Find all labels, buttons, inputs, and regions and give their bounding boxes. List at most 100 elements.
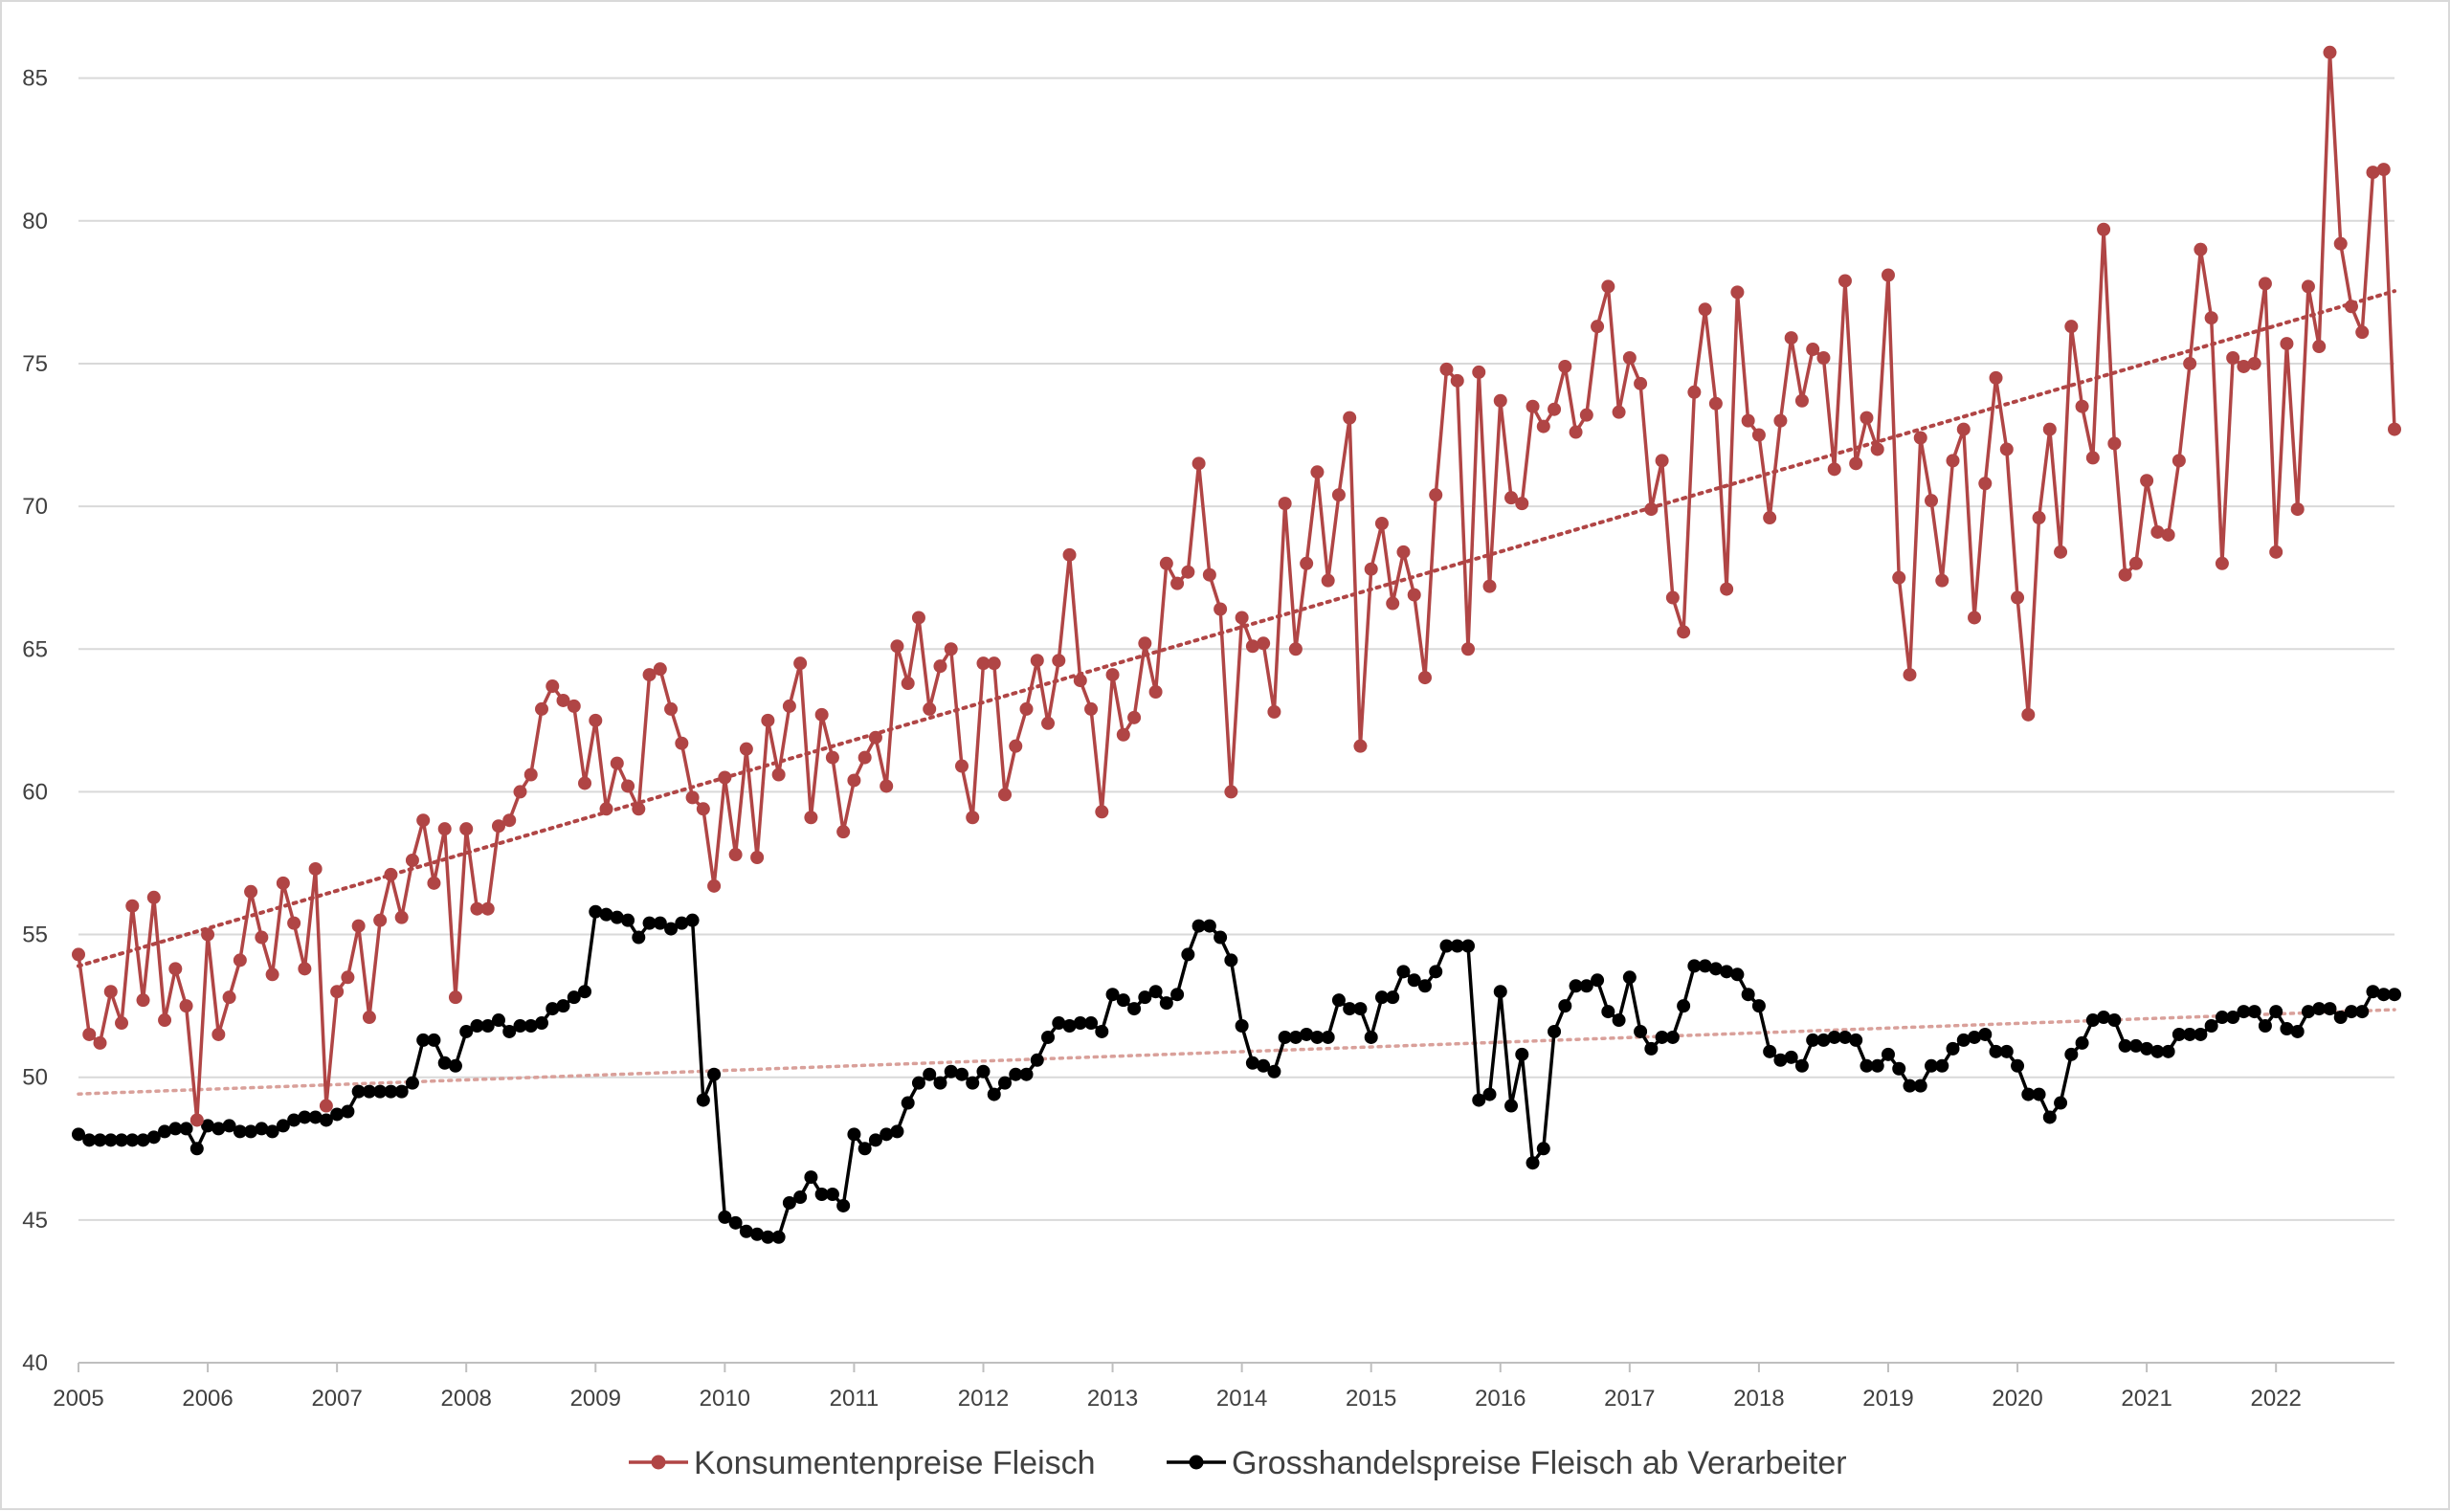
data-point (2290, 1024, 2305, 1038)
data-point (761, 1230, 775, 1244)
data-point (1450, 939, 1464, 953)
data-point (1773, 1053, 1788, 1067)
data-point (1181, 947, 1195, 962)
data-point (2054, 545, 2068, 559)
data-point (1536, 419, 1550, 434)
y-axis-ticks: 40 45 50 55 60 65 70 75 80 85 (22, 66, 48, 1376)
data-point (1515, 497, 1529, 511)
data-point (1084, 1016, 1099, 1031)
data-point (1784, 331, 1798, 345)
data-point (1644, 502, 1659, 517)
data-point (2269, 1005, 2283, 1019)
data-point (1300, 1027, 1314, 1041)
data-point (1935, 573, 1949, 588)
x-tick-label: 2010 (700, 1386, 750, 1412)
data-point (1968, 1030, 1982, 1044)
data-point (1784, 1050, 1798, 1064)
data-point (1903, 1078, 1917, 1093)
data-point (448, 990, 462, 1005)
data-point (1052, 1016, 1066, 1031)
x-tick-label: 2008 (441, 1386, 492, 1412)
data-point (858, 750, 872, 765)
data-point (146, 890, 161, 904)
data-point (1062, 547, 1077, 562)
data-point (1095, 1024, 1109, 1038)
data-point (1019, 701, 1034, 716)
data-point (880, 779, 894, 793)
data-point (2085, 451, 2100, 465)
data-point (664, 922, 679, 936)
data-point (1181, 565, 1195, 579)
data-point (2097, 1011, 2111, 1025)
data-point (330, 985, 345, 999)
data-point (125, 1133, 140, 1147)
data-point (1860, 1058, 1874, 1073)
data-point (2021, 707, 2036, 722)
y-tick-label: 50 (22, 1065, 48, 1091)
data-point (1030, 654, 1044, 668)
data-point (1978, 477, 1993, 491)
data-point (1708, 396, 1723, 411)
data-point (1364, 1030, 1378, 1044)
y-tick-label: 40 (22, 1350, 48, 1376)
data-point (2388, 422, 2401, 436)
data-point (567, 990, 581, 1005)
data-point (416, 1033, 431, 1047)
data-point (1591, 973, 1605, 988)
data-point (728, 848, 743, 862)
data-point (2258, 277, 2272, 291)
data-point (966, 811, 980, 825)
data-point (1267, 1064, 1281, 1078)
series-line-1 (77, 51, 2396, 1123)
data-point (1310, 1030, 1325, 1044)
data-point (2107, 1013, 2122, 1028)
data-point (1999, 442, 2014, 456)
data-point (1838, 1030, 1852, 1044)
data-point (1773, 413, 1788, 428)
legend-swatch-marker (1189, 1455, 1204, 1470)
data-point (1019, 1067, 1034, 1081)
data-point (168, 1122, 183, 1136)
y-tick-label: 85 (22, 66, 48, 92)
data-point (502, 1024, 517, 1038)
data-point (966, 1076, 980, 1090)
data-point (1892, 1061, 1906, 1076)
legend-item-2: Grosshandelspreise Fleisch ab Verarbeite… (1167, 1445, 1847, 1481)
data-point (1504, 491, 1519, 505)
data-point (1558, 999, 1572, 1013)
data-point (1849, 1033, 1863, 1047)
data-point (750, 1227, 765, 1241)
data-point (1526, 399, 1540, 413)
data-point (804, 1170, 818, 1185)
data-point (1041, 716, 1056, 730)
data-point (2312, 340, 2327, 354)
data-point (1321, 573, 1335, 588)
data-point (1526, 1156, 1540, 1170)
data-point (1482, 579, 1497, 593)
data-point (868, 730, 882, 745)
x-tick-label: 2005 (53, 1386, 103, 1412)
data-point (621, 779, 635, 793)
data-point (1429, 965, 1443, 979)
data-point (480, 901, 495, 916)
data-point (405, 1076, 419, 1090)
data-point (771, 767, 786, 782)
data-point (1278, 497, 1292, 511)
data-point (1331, 488, 1346, 502)
data-point (2280, 337, 2294, 351)
data-point (1870, 442, 1884, 456)
data-point (2064, 320, 2079, 334)
data-point (1504, 1099, 1519, 1113)
data-point (362, 1084, 376, 1099)
data-point (998, 1076, 1012, 1090)
data-point (2161, 527, 2175, 542)
data-point (319, 1099, 333, 1113)
data-point (2140, 1041, 2154, 1056)
data-point (1763, 1044, 1777, 1058)
data-point (632, 930, 646, 945)
data-point (1730, 967, 1745, 982)
data-point (911, 611, 925, 625)
data-point (1665, 1030, 1680, 1044)
data-point (513, 1019, 527, 1034)
